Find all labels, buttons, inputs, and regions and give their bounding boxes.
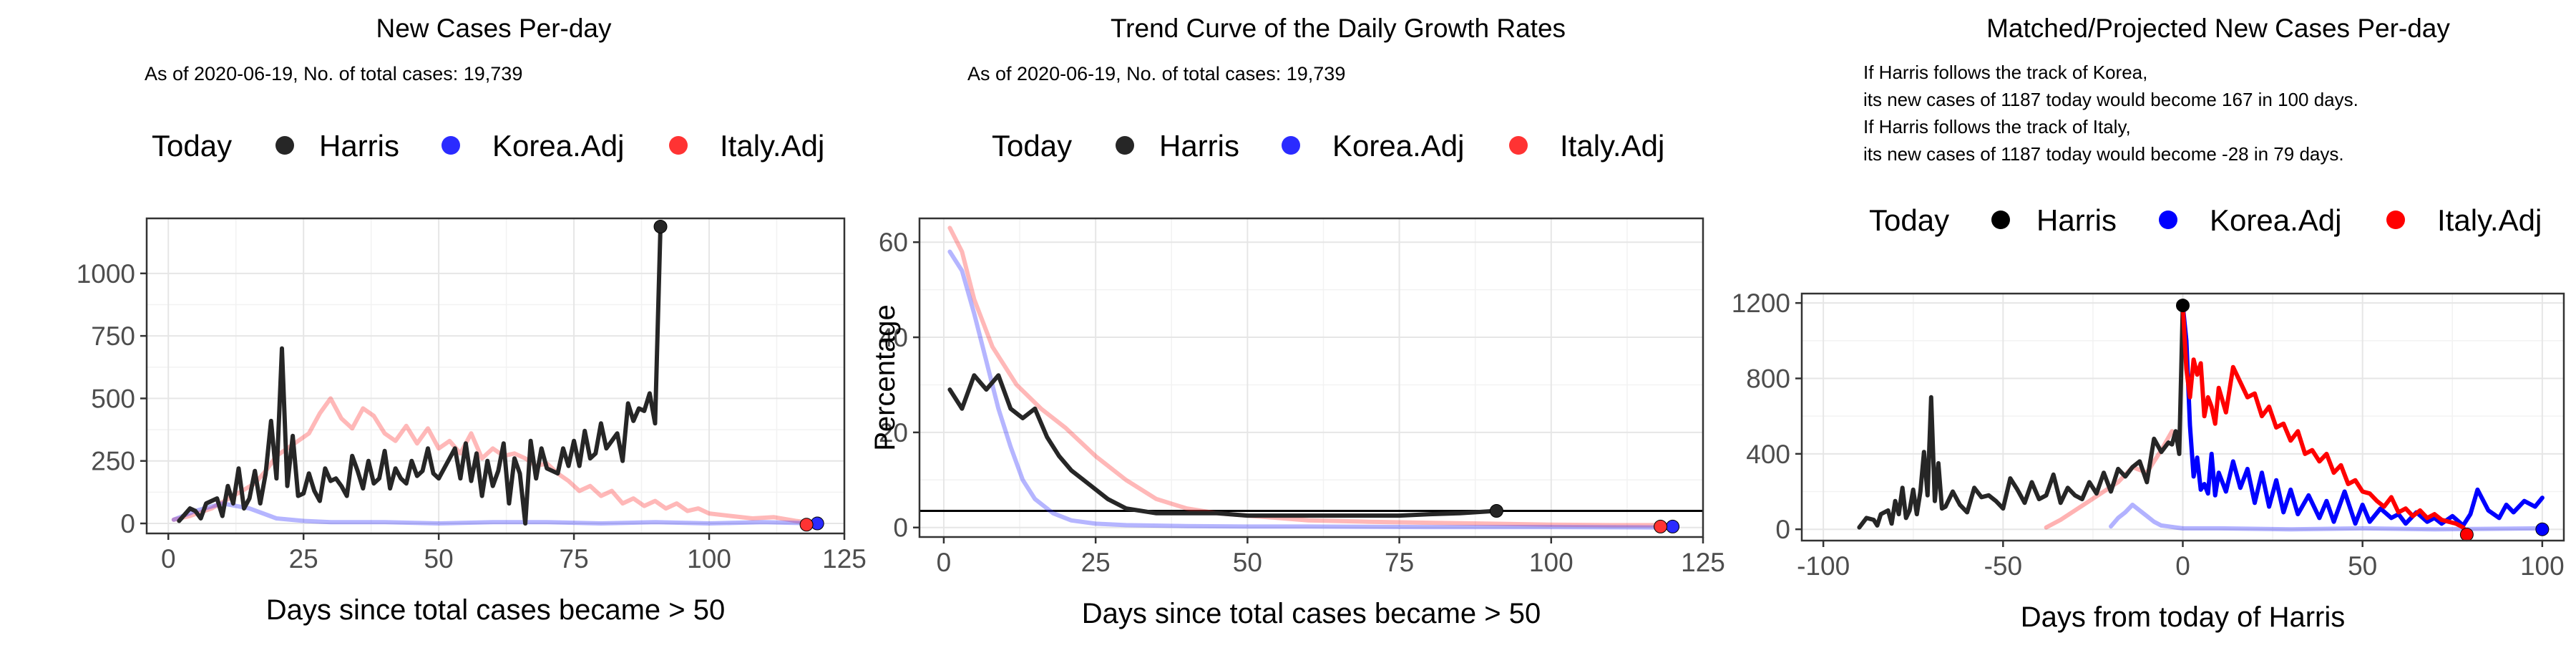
panel-2-title: Trend Curve of the Daily Growth Rates [1111, 14, 1566, 43]
y-tick-label: 400 [1746, 440, 1790, 469]
x-tick-label: 25 [289, 544, 318, 574]
legend-korea-label: Korea.Adj [2210, 203, 2341, 237]
x-tick-label: 100 [2520, 551, 2565, 581]
legend-harris-marker [1116, 136, 1134, 155]
legend-harris-marker [275, 136, 294, 155]
series-layer [171, 224, 820, 526]
legend-italy-label: Italy.Adj [1560, 129, 1664, 163]
legend-italy-marker [1509, 136, 1528, 155]
x-tick-label: 50 [424, 544, 454, 574]
y-tick-label: 500 [91, 384, 135, 413]
panel-1-legend: Today Harris Korea.Adj Italy.Adj [152, 129, 824, 163]
x-tick-label: -100 [1797, 551, 1850, 581]
y-tick-label: 40 [879, 323, 908, 352]
legend-harris-label: Harris [319, 129, 399, 163]
today-point-korea-adj [2535, 522, 2550, 536]
y-tick-label: 250 [91, 447, 135, 476]
plot-border [145, 217, 846, 535]
x-tick-label: 125 [1681, 548, 1725, 577]
plot-background [919, 218, 1703, 537]
panel-1-subtitle: As of 2020-06-19, No. of total cases: 19… [145, 63, 522, 84]
panel-2-subtitle: As of 2020-06-19, No. of total cases: 19… [967, 63, 1345, 84]
panel-1-title: New Cases Per-day [376, 14, 612, 43]
legend-harris-marker [1991, 211, 2010, 229]
x-tick-label: 50 [1233, 548, 1262, 577]
today-point-italy-adj [2459, 528, 2474, 542]
today-point-italy-adj [1654, 519, 1668, 533]
y-axis-title: Percentage [869, 304, 901, 451]
y-tick-label: 0 [893, 513, 908, 543]
panel-3-legend: Today Harris Korea.Adj Italy.Adj [1869, 203, 2542, 237]
x-tick-label: 50 [2348, 551, 2377, 581]
legend-italy-marker [2386, 211, 2405, 229]
x-tick-label: 0 [2175, 551, 2190, 581]
y-tick-label: 800 [1746, 364, 1790, 394]
y-tick-label: 0 [120, 509, 135, 538]
series-line-korea-adj [947, 249, 1675, 530]
series-line-harris [1857, 303, 2185, 530]
series-line-italy-adj [2180, 303, 2469, 537]
x-tick-label: 0 [937, 548, 952, 577]
chart-new-cases-per-day: 0 25 50 75 100 125 0 250 500 750 1000 Days since to… [77, 217, 867, 626]
panel-3-subtitle-line-1: If Harris follows the track of Korea, [1863, 62, 2147, 83]
x-tick-label: 125 [822, 544, 867, 574]
y-tick-label: 20 [879, 418, 908, 448]
today-point-harris [2176, 299, 2190, 313]
panel-3-subtitle-line-4: its new cases of 1187 today would become… [1863, 143, 2344, 165]
today-point-italy-adj [799, 518, 814, 532]
panel-3-title: Matched/Projected New Cases Per-day [1986, 14, 2450, 43]
x-axis-title: Days from today of Harris [2021, 601, 2345, 633]
y-tick-label: 1000 [77, 259, 135, 289]
x-axis-title: Days since total cases became > 50 [266, 594, 725, 626]
series-line-italy-adj [171, 396, 809, 525]
today-point-harris [653, 220, 668, 234]
legend-harris-label: Harris [1159, 129, 1239, 163]
x-tick-label: 75 [560, 544, 589, 574]
today-point-harris [1489, 503, 1503, 518]
legend-korea-marker [2159, 211, 2177, 229]
legend-korea-label: Korea.Adj [492, 129, 624, 163]
series-layer [919, 226, 1703, 530]
plot-border [918, 217, 1704, 538]
series-line-korea-adj-matched [2109, 503, 2545, 532]
y-tick-label: 1200 [1732, 289, 1790, 318]
legend-korea-marker [1282, 136, 1300, 155]
chart-matched-projected: -100 -50 0 50 100 0 400 800 1200 Days from today … [1732, 289, 2565, 633]
x-tick-label: 75 [1385, 548, 1414, 577]
legend-today-label: Today [1869, 203, 1949, 237]
series-line-italy-adj [947, 226, 1663, 528]
legend-today-label: Today [992, 129, 1072, 163]
x-axis-title: Days since total cases became > 50 [1082, 598, 1541, 629]
series-line-harris [947, 373, 1499, 518]
legend-italy-marker [669, 136, 688, 155]
legend-harris-label: Harris [2036, 203, 2117, 237]
y-tick-label: 60 [879, 228, 908, 257]
legend-italy-label: Italy.Adj [2437, 203, 2542, 237]
legend-today-label: Today [152, 129, 232, 163]
series-line-harris [177, 224, 663, 526]
x-tick-label: 100 [1529, 548, 1574, 577]
series-line-korea-adj [2180, 303, 2545, 528]
legend-korea-marker [441, 136, 460, 155]
y-tick-label: 750 [91, 321, 135, 351]
legend-korea-label: Korea.Adj [1332, 129, 1464, 163]
legend-italy-label: Italy.Adj [720, 129, 824, 163]
chart-growth-rate-trend: 0 25 50 75 100 125 0 20 40 60 Days since total cas… [869, 217, 1725, 629]
x-tick-label: 100 [687, 544, 731, 574]
series-layer [1857, 303, 2545, 537]
series-line-korea-adj [171, 501, 820, 526]
x-tick-label: -50 [1984, 551, 2022, 581]
y-tick-label: 0 [1775, 515, 1790, 544]
panel-3-subtitle-line-2: its new cases of 1187 today would become… [1863, 89, 2358, 110]
panel-3-subtitle-line-3: If Harris follows the track of Italy, [1863, 116, 2131, 137]
x-tick-label: 25 [1081, 548, 1111, 577]
x-tick-label: 0 [161, 544, 176, 574]
panel-2-legend: Today Harris Korea.Adj Italy.Adj [992, 129, 1664, 163]
today-point-korea-adj [1666, 519, 1680, 533]
